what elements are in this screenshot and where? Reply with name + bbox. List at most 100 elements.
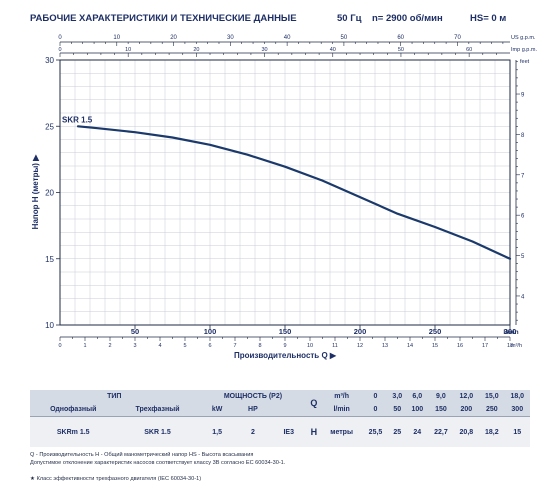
q-lmin-cell: 200 <box>453 403 480 417</box>
q-lmin-cell: 50 <box>388 403 407 417</box>
m3h-tick-label: 11 <box>332 343 338 349</box>
chart-axes <box>56 41 520 341</box>
m3h-tick-label: 9 <box>283 343 286 349</box>
feet-tick-label: 9 <box>521 93 525 99</box>
impgpm-tick-label: 30 <box>262 47 268 53</box>
x-tick-label: 50 <box>131 327 139 336</box>
m3h-tick-label: 17 <box>482 343 488 349</box>
usgpm-tick-label: 40 <box>284 35 291 41</box>
impgpm-tick-label: 10 <box>125 47 131 53</box>
m3h-tick-label: 15 <box>432 343 438 349</box>
h-unit: метры <box>320 416 363 447</box>
suction-height-label: HS= 0 м <box>470 13 507 24</box>
power-hp-cell: 2 <box>235 416 271 447</box>
q-m3h-cell: 6,0 <box>406 390 429 403</box>
specs-table: ТИП МОЩНОСТЬ (P2) Q m³/h 0 3,0 6,0 9,0 1… <box>30 390 530 447</box>
m3h-tick-label: 10 <box>307 343 313 349</box>
x-tick-label: 300 <box>504 327 517 336</box>
head-cell: 20,8 <box>453 416 480 447</box>
q-unit-m3h: m³/h <box>320 390 363 403</box>
footer-efficiency-note: ★ Класс эффективности трехфазного двигат… <box>30 476 202 482</box>
m3h-tick-label: 14 <box>407 343 413 349</box>
hp-header: HP <box>235 403 271 417</box>
impgpm-tick-label: 60 <box>466 47 472 53</box>
feet-tick-label: 6 <box>521 214 525 220</box>
h-label: H <box>307 416 321 447</box>
model-three-cell: SKR 1.5 <box>116 416 199 447</box>
x-tick-label: 250 <box>429 327 442 336</box>
speed-label: n= 2900 об/мин <box>372 13 443 24</box>
power-kw-cell: 1,5 <box>198 416 236 447</box>
m3h-tick-label: 3 <box>133 343 136 349</box>
m3h-tick-label: 0 <box>58 343 61 349</box>
feet-tick-label: 8 <box>521 133 525 139</box>
three-phase-header: Трехфазный <box>116 403 199 417</box>
q-m3h-cell: 3,0 <box>388 390 407 403</box>
impgpm-tick-label: 0 <box>58 47 61 53</box>
q-lmin-cell: 100 <box>406 403 429 417</box>
usgpm-tick-label: 20 <box>170 35 177 41</box>
impgpm-tick-label: 50 <box>398 47 404 53</box>
y-axis-title: Напор H (метры) ▶ <box>31 154 40 230</box>
m3h-tick-label: 16 <box>457 343 463 349</box>
page-title: РАБОЧИЕ ХАРАКТЕРИСТИКИ И ТЕХНИЧЕСКИЕ ДАН… <box>30 13 297 24</box>
frequency-label: 50 Гц <box>337 13 362 24</box>
head-cell: 18,2 <box>479 416 505 447</box>
head-cell: 15 <box>504 416 530 447</box>
head-cell: 25 <box>388 416 407 447</box>
feet-tick-label: 4 <box>521 294 525 300</box>
model-single-cell: SKRm 1.5 <box>30 416 117 447</box>
q-label: Q <box>307 390 321 417</box>
footer-tolerance: Допустимое отклонение характеристик насо… <box>30 460 286 466</box>
usgpm-tick-label: 50 <box>341 35 348 41</box>
y-tick-label: 15 <box>45 255 54 264</box>
y-tick-label: 25 <box>45 122 54 131</box>
footer-legend: Q - Производительность H - Общий маномет… <box>30 452 254 458</box>
x-unit-label: l/min <box>503 329 518 336</box>
x-axis-title: Производительность Q ▶ <box>234 351 337 360</box>
feet-unit-label: feet <box>520 59 530 65</box>
series-line <box>76 125 512 260</box>
power-header: МОЩНОСТЬ (P2) <box>198 390 308 403</box>
q-m3h-cell: 12,0 <box>453 390 480 403</box>
m3h-tick-label: 8 <box>258 343 261 349</box>
efficiency-class-cell: IE3 <box>270 416 308 447</box>
feet-tick-label: 7 <box>521 173 525 179</box>
single-phase-header: Однофазный <box>30 403 117 417</box>
usgpm-unit-label: US g.p.m. <box>511 35 536 41</box>
q-lmin-cell: 250 <box>479 403 505 417</box>
x-tick-label: 150 <box>279 327 292 336</box>
q-m3h-cell: 15,0 <box>479 390 505 403</box>
usgpm-tick-label: 10 <box>113 35 120 41</box>
usgpm-tick-label: 60 <box>397 35 404 41</box>
q-lmin-cell: 150 <box>428 403 454 417</box>
q-m3h-cell: 18,0 <box>504 390 530 403</box>
y-tick-label: 10 <box>45 321 54 330</box>
head-cell: 25,5 <box>362 416 389 447</box>
m3h-tick-label: 13 <box>382 343 388 349</box>
usgpm-tick-label: 30 <box>227 35 234 41</box>
q-m3h-cell: 0 <box>362 390 389 403</box>
q-lmin-cell: 300 <box>504 403 530 417</box>
q-unit-lmin: l/min <box>320 403 363 417</box>
m3h-tick-label: 6 <box>208 343 211 349</box>
m3h-tick-label: 4 <box>158 343 161 349</box>
m3h-tick-label: 7 <box>233 343 236 349</box>
impgpm-tick-label: 20 <box>193 47 199 53</box>
impgpm-tick-label: 40 <box>330 47 336 53</box>
usgpm-tick-label: 0 <box>58 35 62 41</box>
y-tick-label: 30 <box>45 56 54 65</box>
type-header: ТИП <box>30 390 199 403</box>
q-m3h-cell: 9,0 <box>428 390 454 403</box>
feet-tick-label: 5 <box>521 254 525 260</box>
m3h-tick-label: 1 <box>83 343 86 349</box>
q-lmin-cell: 0 <box>362 403 389 417</box>
kw-header: kW <box>198 403 236 417</box>
m3h-tick-label: 2 <box>108 343 111 349</box>
head-cell: 22,7 <box>428 416 454 447</box>
x-tick-label: 100 <box>204 327 217 336</box>
m3h-unit-label: m³/h <box>511 343 522 349</box>
m3h-tick-label: 5 <box>183 343 186 349</box>
